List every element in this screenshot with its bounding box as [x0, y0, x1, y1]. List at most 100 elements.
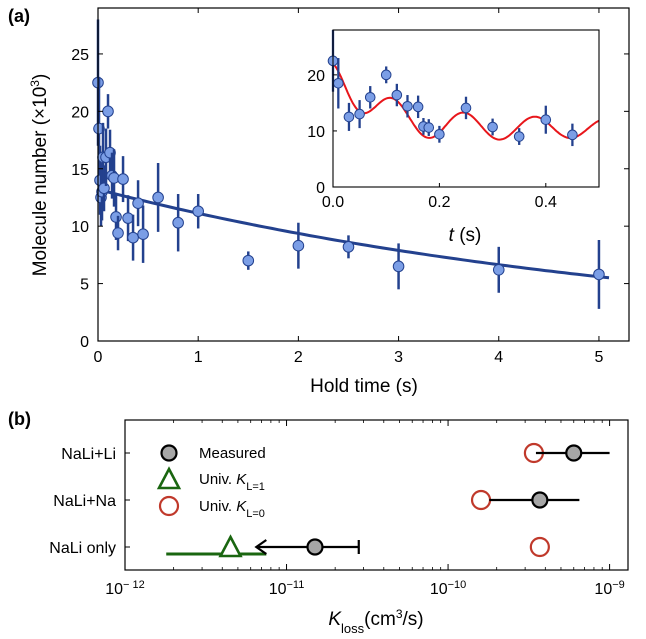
- xlabel-var: K: [328, 609, 342, 630]
- inset-data-point: [412, 101, 424, 113]
- y-tick-label: 5: [80, 277, 89, 294]
- data-point: [192, 205, 204, 218]
- xlabel-tail: /s): [403, 609, 424, 630]
- inset-data-point: [434, 128, 445, 140]
- category-label: NaLi+Li: [61, 446, 116, 463]
- x-tick-base: 10: [269, 581, 287, 598]
- x-tick-label: 10−9: [594, 579, 624, 598]
- inset-y-tick-label: 20: [307, 68, 325, 85]
- data-point: [292, 239, 305, 252]
- data-point: [122, 212, 134, 224]
- panel-b-label: (b): [8, 409, 31, 429]
- data-point: [492, 264, 505, 276]
- inset-data-point: [487, 121, 498, 133]
- inset-x-tick-label: 0.0: [322, 194, 344, 211]
- panel-a-data: [92, 19, 610, 309]
- x-tick-label: 1: [194, 349, 203, 366]
- xlabel-sub: loss: [341, 621, 365, 636]
- measured-marker: [531, 491, 549, 509]
- inset-plot: 0.0 0.2 0.4 0 10 20 t (s): [307, 29, 600, 246]
- xlabel-rest: (cm: [364, 609, 396, 630]
- xlabel-exp: 3: [396, 607, 403, 621]
- x-tick-base: 10: [105, 581, 123, 598]
- panel-a-ylabel: Molecule number (×103): [28, 74, 51, 277]
- panel-b-frame: [124, 419, 629, 571]
- measured-marker: [306, 538, 324, 556]
- x-tick-exp: − 12: [123, 579, 145, 591]
- inset-data-point: [460, 102, 472, 114]
- y-tick-label: 10: [71, 219, 89, 236]
- data-point: [593, 268, 605, 281]
- inset-xlabel-unit: (s): [454, 225, 481, 246]
- ylabel-main: Molecule number (: [30, 118, 51, 276]
- x-tick-label: 2: [294, 349, 303, 366]
- x-tick-base: 10: [594, 581, 612, 598]
- inset-y-tick-label: 10: [307, 124, 325, 141]
- legend-L0-main: Univ.: [199, 498, 236, 515]
- x-tick-label: 4: [494, 349, 503, 366]
- inset-data-point: [391, 89, 403, 101]
- data-point: [117, 173, 129, 185]
- legend-L1-var: K: [236, 471, 247, 488]
- panel-a-label: (a): [8, 6, 30, 26]
- data-point: [137, 228, 149, 241]
- data-point: [152, 191, 164, 204]
- univ-L0-marker: [470, 489, 492, 511]
- ylabel-exp: 3: [28, 80, 42, 87]
- x-tick-exp: −9: [612, 579, 625, 591]
- x-tick-label: 0: [94, 349, 103, 366]
- panel-a: (a) 0 1 2 3 4 5 0 5 10 15 20 25 Hold time (s) Molec…: [8, 6, 630, 397]
- inset-axes: 0.0 0.2 0.4 0 10 20: [307, 68, 557, 211]
- data-point: [172, 216, 184, 229]
- legend-L1-main: Univ.: [199, 471, 236, 488]
- univ-L1-marker: [218, 534, 243, 558]
- panel-b-data: [166, 442, 610, 558]
- data-point: [112, 227, 124, 239]
- category-label: NaLi+Na: [53, 493, 116, 510]
- panel-a-xlabel: Hold time (s): [310, 376, 418, 397]
- data-point: [110, 211, 122, 223]
- y-tick-label: 15: [71, 162, 89, 179]
- upper-limit-arrow: [254, 539, 267, 555]
- legend-measured-label: Measured: [199, 445, 266, 462]
- x-tick-label: 5: [594, 349, 603, 366]
- panel-a-axes: 0 1 2 3 4 5 0 5 10 15 20 25: [71, 8, 629, 366]
- data-point: [93, 122, 105, 135]
- inset-data-point: [343, 111, 355, 123]
- fit-curve: [99, 188, 610, 280]
- panel-a-frame: [97, 7, 630, 342]
- inset-data-point: [540, 114, 552, 126]
- x-tick-label: 10−10: [430, 579, 466, 598]
- legend-measured-marker: [160, 444, 178, 462]
- inset-data-point: [513, 131, 525, 142]
- inset-y-tick-label: 0: [316, 180, 325, 197]
- univ-L0-marker: [529, 536, 550, 558]
- inset-x-tick-label: 0.2: [428, 194, 450, 211]
- inset-data-point: [380, 69, 392, 81]
- panel-b-xlabel: Kloss(cm3/s): [328, 607, 423, 636]
- data-point: [98, 182, 110, 195]
- y-tick-label: 0: [80, 334, 89, 351]
- inset-data-point: [402, 100, 413, 112]
- inset-xlabel-var: t: [449, 225, 455, 246]
- inset-frame: [332, 29, 600, 188]
- x-tick-label: 10−11: [269, 579, 305, 598]
- legend-L1-label: Univ. KL=1: [199, 471, 265, 493]
- inset-data-point: [567, 129, 578, 141]
- legend-L1-marker: [156, 466, 182, 490]
- data-point: [242, 254, 255, 267]
- inset-data-point: [423, 122, 435, 133]
- inset-data-point: [364, 91, 376, 103]
- data-point: [392, 260, 405, 273]
- x-tick-base: 10: [430, 581, 448, 598]
- measured-marker: [565, 444, 583, 462]
- x-tick-label: 3: [394, 349, 403, 366]
- inset-data-point: [354, 108, 365, 120]
- x-tick-label: 10− 12: [105, 579, 145, 598]
- y-tick-label: 25: [71, 47, 89, 64]
- legend-L1-sub: L=1: [246, 481, 265, 493]
